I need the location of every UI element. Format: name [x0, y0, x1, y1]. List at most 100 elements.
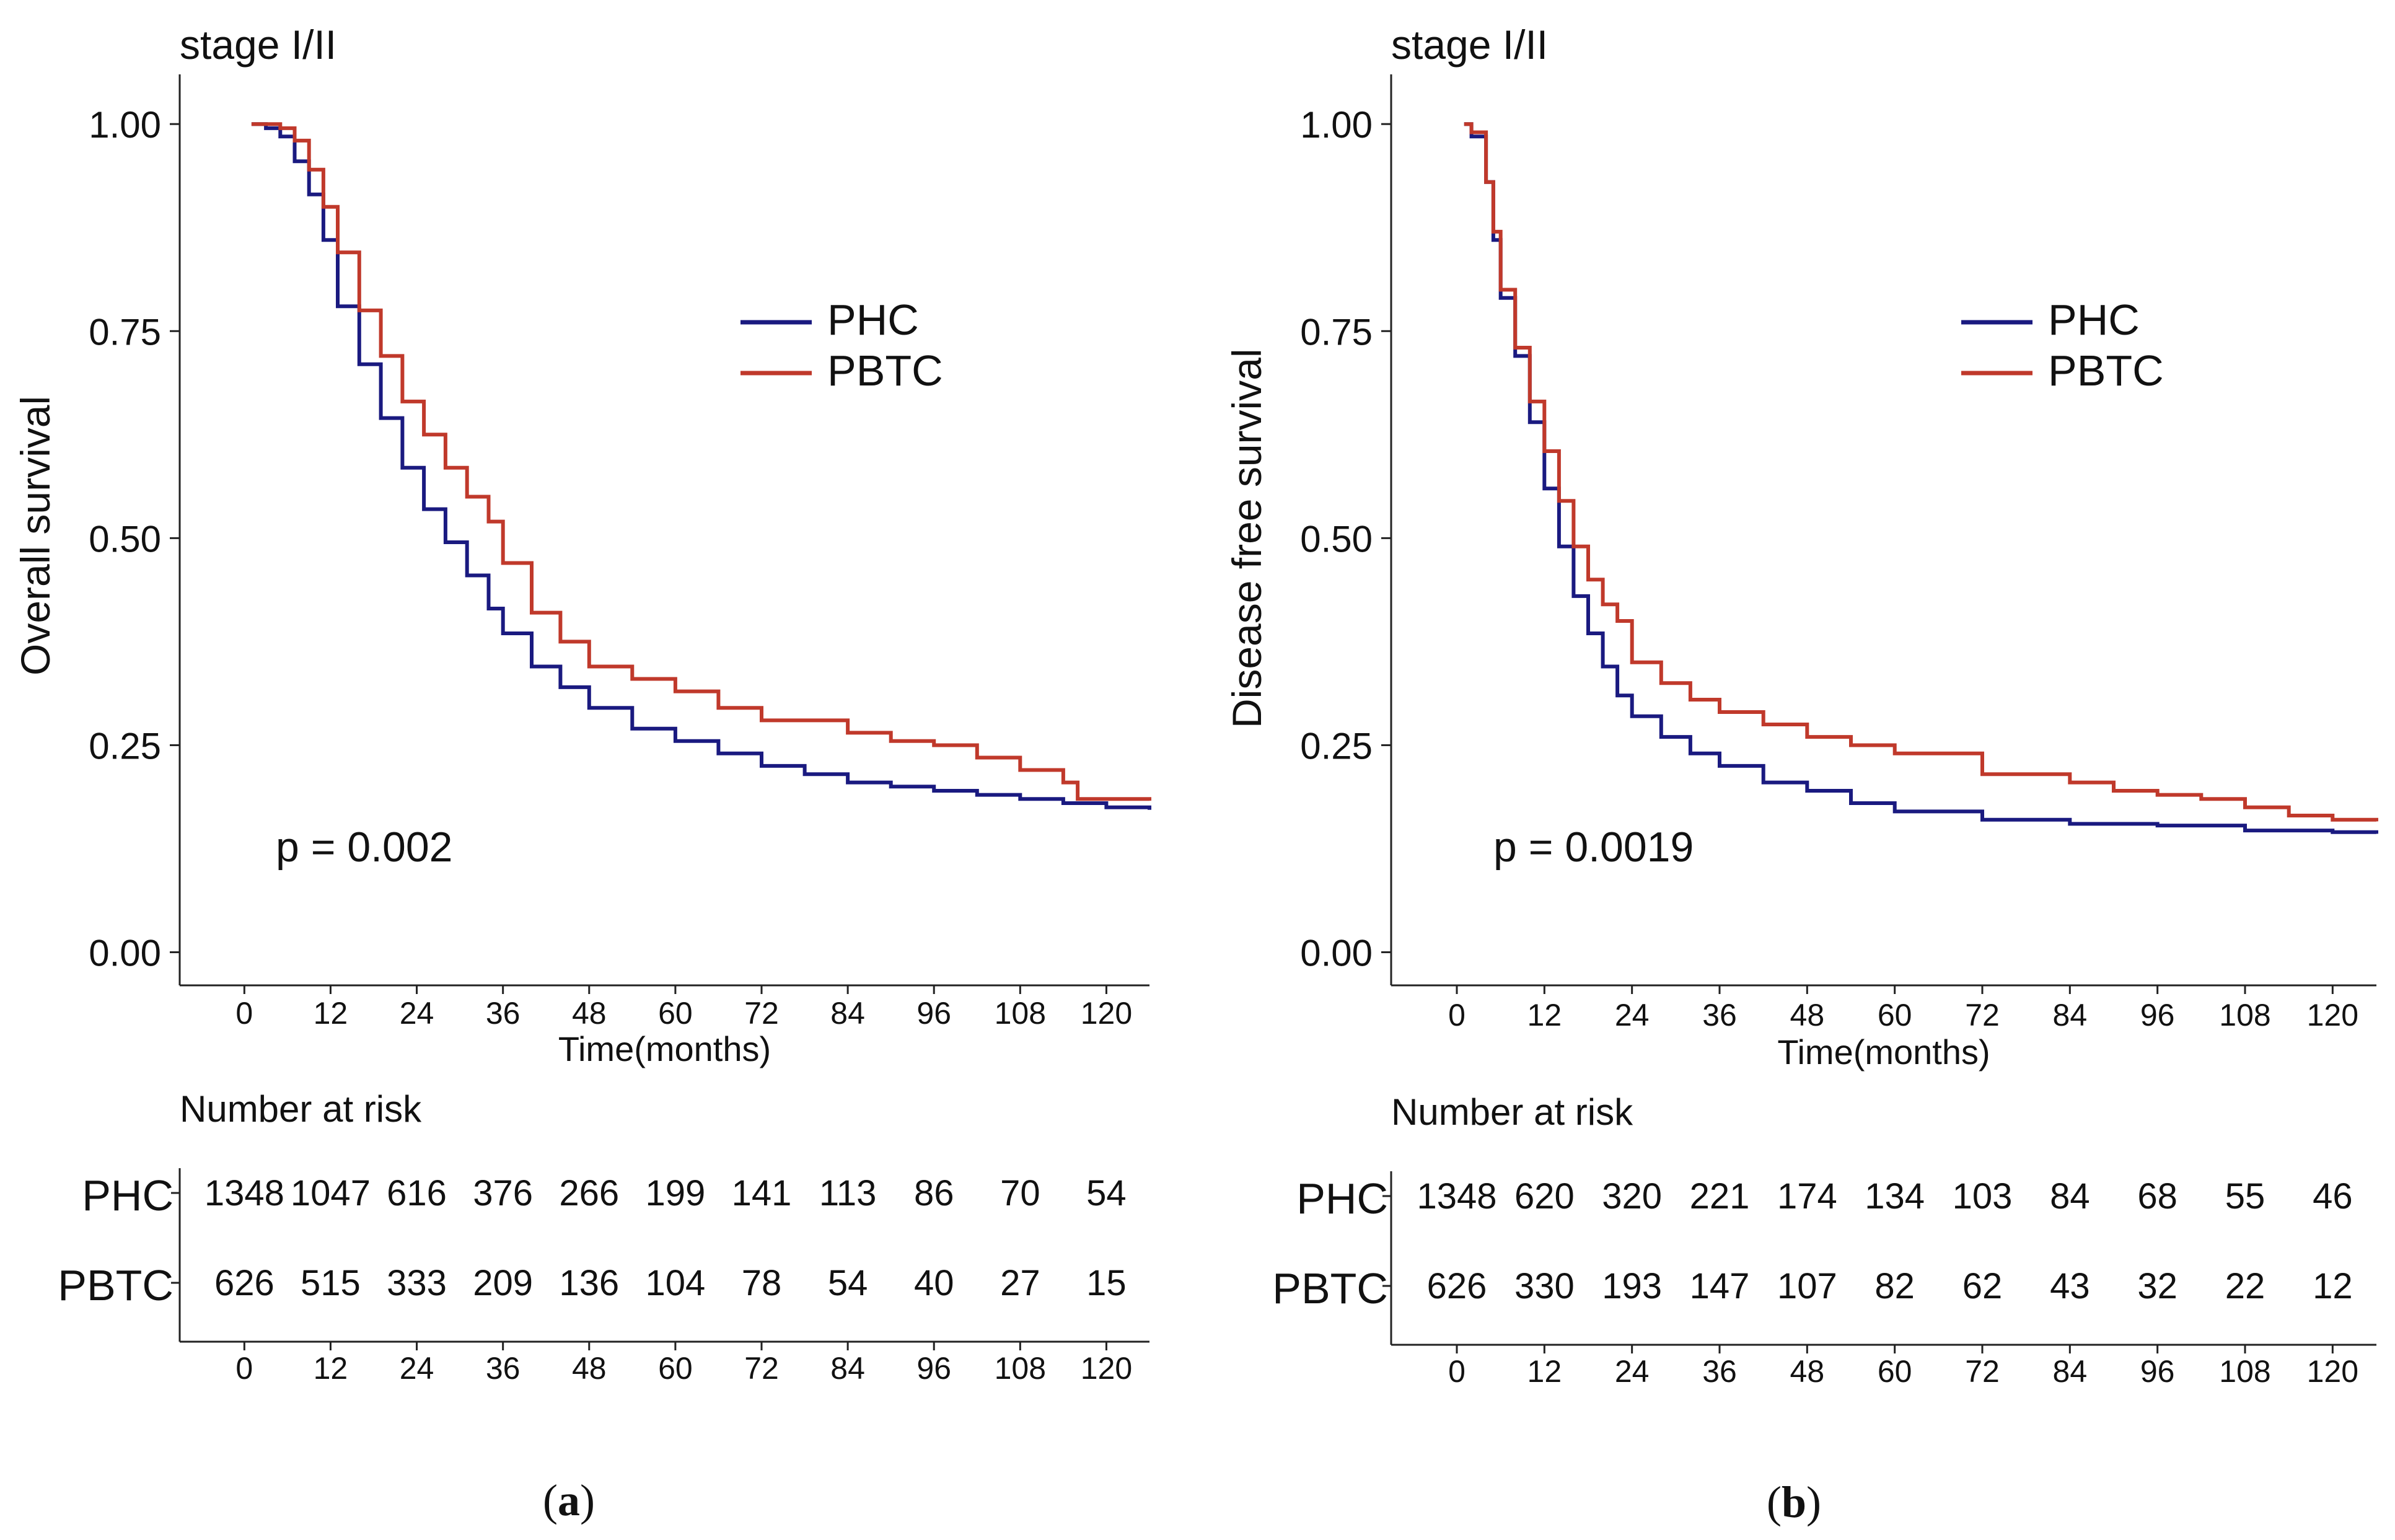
- risk-count: 136: [559, 1263, 619, 1303]
- risk-count: 376: [473, 1173, 533, 1213]
- y-tick-label: 0.25: [89, 725, 161, 767]
- risk-x-tick-label: 0: [1448, 1354, 1466, 1389]
- legend-label-pbtc: PBTC: [2048, 346, 2164, 395]
- risk-count: 12: [2313, 1266, 2353, 1306]
- risk-x-tick-label: 24: [1615, 1354, 1650, 1389]
- x-tick-label: 36: [486, 996, 521, 1031]
- risk-count: 626: [214, 1263, 275, 1303]
- risk-count: 15: [1086, 1263, 1127, 1303]
- y-tick-label: 0.50: [89, 518, 161, 560]
- risk-x-tick-label: 48: [1790, 1354, 1825, 1389]
- y-tick-label: 0.25: [1300, 725, 1373, 767]
- risk-count: 221: [1690, 1176, 1750, 1217]
- x-tick-label: 72: [744, 996, 779, 1031]
- risk-count: 62: [1962, 1266, 2003, 1306]
- risk-count: 266: [559, 1173, 619, 1213]
- risk-count: 333: [387, 1263, 447, 1303]
- panel-b: stage I/II 0.00 0.25 0.50 0.75 1.00 0 12 24 36 48 6…: [1224, 22, 2378, 1527]
- survival-curve-pbtc: [1464, 122, 2378, 822]
- x-tick-label: 72: [1965, 998, 2000, 1032]
- risk-x-tick-label: 48: [572, 1351, 607, 1386]
- x-axis-label: Time(months): [558, 1029, 771, 1068]
- risk-count: 330: [1514, 1266, 1575, 1306]
- risk-count: 70: [1000, 1173, 1040, 1213]
- risk-x-tick-label: 24: [400, 1351, 434, 1386]
- risk-x-tick-label: 36: [1702, 1354, 1737, 1389]
- risk-count: 78: [742, 1263, 782, 1303]
- risk-count: 626: [1427, 1266, 1487, 1306]
- panel-title: stage I/II: [1391, 22, 1548, 68]
- x-tick-label: 0: [235, 996, 253, 1031]
- survival-curve-phc: [1464, 122, 2378, 834]
- x-tick-label: 48: [1790, 998, 1825, 1032]
- risk-count: 54: [828, 1263, 868, 1303]
- risk-x-tick-label: 0: [235, 1351, 253, 1386]
- x-tick-label: 12: [1527, 998, 1562, 1032]
- panel-caption: (b): [1767, 1477, 1821, 1527]
- risk-row-label-pbtc: PBTC: [58, 1261, 174, 1309]
- risk-row-label-phc: PHC: [82, 1171, 174, 1220]
- risk-count: 113: [819, 1173, 876, 1213]
- risk-count: 46: [2313, 1176, 2353, 1217]
- y-axis-label: Overall survival: [12, 396, 58, 675]
- risk-x-tick-label: 84: [830, 1351, 865, 1386]
- risk-row-label-phc: PHC: [1296, 1174, 1388, 1223]
- risk-x-tick-label: 120: [1081, 1351, 1132, 1386]
- x-axis-label: Time(months): [1777, 1032, 1990, 1071]
- risk-count: 1348: [204, 1173, 284, 1213]
- risk-count: 174: [1777, 1176, 1837, 1217]
- x-tick-label: 96: [916, 996, 951, 1031]
- x-tick-label: 120: [1081, 996, 1132, 1031]
- risk-row-label-pbtc: PBTC: [1272, 1264, 1388, 1313]
- risk-x-tick-label: 120: [2307, 1354, 2358, 1389]
- x-tick-label: 12: [314, 996, 348, 1031]
- x-tick-label: 0: [1448, 998, 1466, 1032]
- risk-table-title: Number at risk: [180, 1088, 422, 1130]
- risk-count: 199: [645, 1173, 705, 1213]
- x-tick-label: 84: [2053, 998, 2088, 1032]
- risk-x-tick-label: 60: [1878, 1354, 1912, 1389]
- risk-x-tick-label: 72: [1965, 1354, 2000, 1389]
- risk-count: 1348: [1417, 1176, 1496, 1217]
- y-tick-label: 1.00: [1300, 104, 1373, 146]
- risk-count: 43: [2050, 1266, 2090, 1306]
- risk-count: 107: [1777, 1266, 1837, 1306]
- panel-title: stage I/II: [180, 22, 336, 68]
- risk-x-tick-label: 108: [995, 1351, 1046, 1386]
- risk-count: 86: [914, 1173, 954, 1213]
- risk-count: 1047: [291, 1173, 371, 1213]
- risk-x-tick-label: 84: [2053, 1354, 2088, 1389]
- risk-count: 104: [645, 1263, 705, 1303]
- risk-count: 84: [2050, 1176, 2090, 1217]
- risk-count: 54: [1086, 1173, 1127, 1213]
- caption-close-paren: ): [1806, 1477, 1821, 1527]
- risk-x-tick-label: 96: [2140, 1354, 2175, 1389]
- risk-x-tick-label: 60: [658, 1351, 693, 1386]
- risk-count: 22: [2225, 1266, 2265, 1306]
- legend-label-phc: PHC: [827, 296, 919, 344]
- y-axis-label: Disease free survival: [1224, 348, 1270, 728]
- legend-label-phc: PHC: [2048, 296, 2140, 344]
- risk-count: 193: [1602, 1266, 1662, 1306]
- risk-count: 40: [914, 1263, 954, 1303]
- caption-letter: b: [1782, 1477, 1806, 1527]
- risk-count: 55: [2225, 1176, 2265, 1217]
- risk-count: 32: [2137, 1266, 2177, 1306]
- y-tick-label: 0.00: [89, 933, 161, 974]
- x-tick-label: 24: [1615, 998, 1650, 1032]
- y-tick-label: 0.75: [89, 311, 161, 353]
- risk-x-tick-label: 108: [2219, 1354, 2270, 1389]
- y-tick-label: 0.50: [1300, 518, 1373, 560]
- risk-x-tick-label: 12: [314, 1351, 348, 1386]
- x-tick-label: 60: [658, 996, 693, 1031]
- panel-caption: (a): [543, 1476, 595, 1525]
- risk-count: 27: [1000, 1263, 1040, 1303]
- legend-label-pbtc: PBTC: [827, 346, 943, 395]
- p-value-annotation: p = 0.002: [276, 824, 452, 871]
- risk-count: 147: [1690, 1266, 1750, 1306]
- x-tick-label: 108: [995, 996, 1046, 1031]
- risk-count: 134: [1865, 1176, 1925, 1217]
- y-tick-label: 0.00: [1300, 933, 1373, 974]
